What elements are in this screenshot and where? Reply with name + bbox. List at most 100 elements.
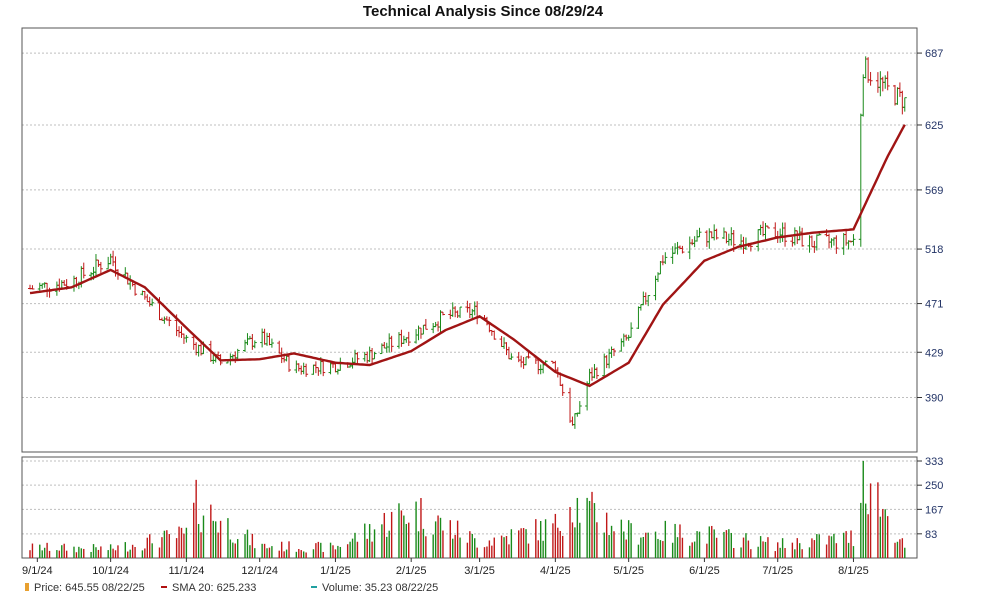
price-bar: [795, 230, 800, 244]
price-bar: [450, 302, 455, 317]
volume-bar: [520, 528, 522, 558]
price-bar: [641, 291, 646, 306]
volume-bar: [728, 529, 730, 558]
volume-bar: [432, 534, 434, 558]
volume-bar: [527, 543, 530, 558]
volume-bar: [811, 538, 813, 558]
volume-bar: [388, 530, 390, 558]
price-bar: [765, 225, 770, 229]
volume-tick-label: 167: [925, 504, 943, 516]
price-bar: [194, 342, 199, 356]
volume-bar: [280, 541, 283, 558]
volume-bar: [693, 541, 696, 558]
volume-bar: [879, 516, 882, 558]
volume-bar: [500, 535, 503, 558]
volume-bar: [217, 532, 219, 558]
volume-bar: [43, 547, 46, 558]
volume-bar: [679, 524, 681, 558]
volume-bar: [740, 547, 742, 558]
volume-bar: [263, 543, 266, 558]
price-bar: [883, 75, 888, 89]
volume-bar: [711, 525, 713, 558]
volume-bar: [163, 530, 166, 558]
price-bar: [96, 259, 101, 267]
price-bar: [607, 348, 612, 369]
price-bar: [646, 295, 651, 307]
volume-bar: [757, 546, 759, 558]
price-bar: [612, 348, 617, 357]
volume-bar: [525, 529, 527, 558]
price-bar: [382, 341, 387, 349]
volume-bar: [537, 540, 539, 558]
volume-bar: [689, 545, 691, 558]
volume-bar: [420, 498, 422, 558]
volume-bar: [151, 543, 153, 558]
volume-bar: [31, 543, 34, 558]
volume-bar: [295, 551, 298, 558]
volume-bar: [244, 534, 246, 558]
volume-y-ticks: 83 167 250 333: [917, 456, 943, 541]
volume-bar: [146, 537, 148, 558]
volume-bar: [373, 529, 376, 558]
price-bar: [519, 355, 524, 368]
volume-bar: [610, 525, 613, 558]
volume-bar: [381, 524, 383, 558]
volume-bar: [596, 522, 598, 558]
price-bar: [790, 236, 795, 247]
volume-bar: [894, 542, 896, 558]
volume-bar: [439, 517, 442, 558]
price-bar: [179, 326, 184, 339]
volume-bar: [356, 541, 359, 558]
volume-bar: [845, 531, 847, 558]
volume-bar: [210, 504, 212, 558]
volume-bar: [794, 549, 796, 558]
volume-bar: [178, 526, 180, 558]
volume-bar: [830, 536, 833, 558]
price-bar: [492, 330, 497, 340]
price-bar: [81, 262, 86, 279]
volume-bar: [576, 497, 579, 558]
legend-item: Volume: 35.23 08/22/25: [311, 582, 438, 594]
price-bar: [902, 97, 907, 112]
volume-bar: [625, 539, 627, 558]
price-bar: [406, 331, 411, 346]
volume-bar: [877, 482, 879, 558]
volume-bar: [586, 497, 588, 558]
price-bar: [866, 57, 871, 83]
volume-bar: [202, 515, 205, 558]
volume-bar: [315, 543, 317, 558]
price-bar: [30, 285, 35, 290]
price-bar: [707, 228, 712, 249]
volume-bar: [454, 534, 456, 558]
volume-bar: [405, 523, 408, 558]
price-bar: [560, 383, 565, 396]
volume-bar: [415, 501, 417, 558]
volume-bar: [491, 545, 493, 558]
volume-bar: [867, 514, 869, 558]
price-bar: [106, 256, 111, 270]
volume-bar: [168, 534, 170, 558]
price-bar: [399, 329, 404, 347]
volume-bar: [456, 520, 459, 558]
volume-bar: [434, 521, 437, 558]
price-bar: [868, 71, 873, 86]
price-bar: [714, 228, 719, 240]
volume-bar: [400, 510, 403, 558]
volume-bar: [664, 520, 667, 558]
volume-bars: [29, 461, 906, 558]
volume-bar: [346, 544, 349, 558]
price-bar: [181, 333, 186, 344]
volume-bar: [364, 523, 366, 558]
price-bar: [658, 261, 663, 275]
volume-bar: [48, 550, 51, 558]
volume-bar: [781, 538, 784, 558]
volume-bar: [603, 532, 605, 558]
price-bar: [692, 236, 697, 248]
volume-bar: [508, 544, 510, 558]
x-tick-label: 3/1/25: [464, 565, 495, 577]
volume-bar: [322, 551, 324, 558]
volume-bar: [175, 538, 178, 558]
volume-bar: [254, 548, 256, 558]
volume-bar: [759, 536, 762, 558]
